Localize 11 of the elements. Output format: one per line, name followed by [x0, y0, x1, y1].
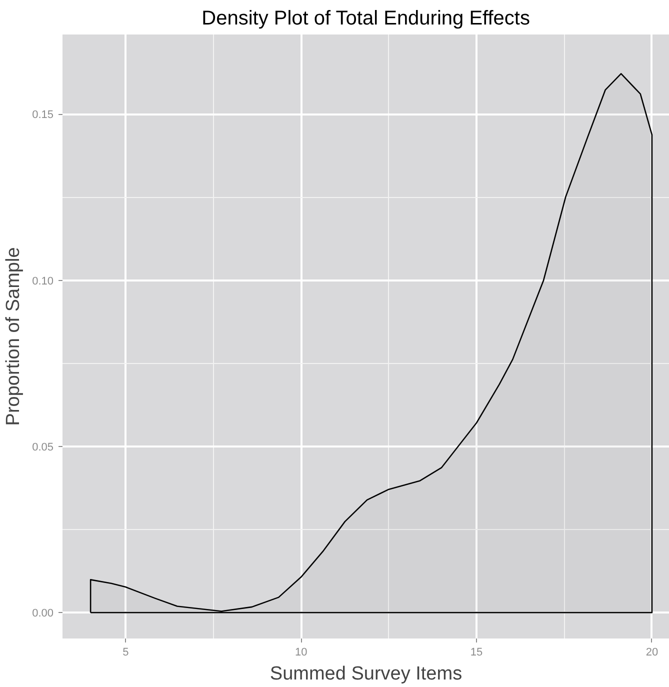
x-tick-label: 20	[646, 646, 658, 658]
y-tick-label: 0.10	[32, 275, 54, 288]
x-axis-title: Summed Survey Items	[270, 664, 462, 684]
chart-title: Density Plot of Total Enduring Effects	[202, 8, 530, 30]
y-tick-label: 0.05	[32, 441, 54, 454]
y-tick-label: 0.00	[32, 608, 54, 620]
x-tick-label: 5	[122, 646, 129, 658]
x-tick-label: 15	[470, 646, 483, 658]
y-axis-title: Proportion of Sample	[3, 247, 24, 426]
y-tick-label: 0.15	[32, 109, 54, 122]
x-tick-label: 10	[294, 646, 308, 658]
